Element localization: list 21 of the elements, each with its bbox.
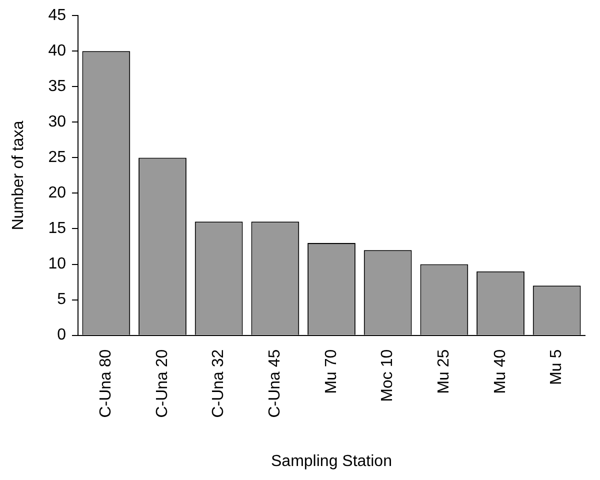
y-tick-label: 15 — [48, 220, 66, 238]
x-tick-label: Mu 40 — [492, 349, 509, 394]
x-tick-label: C-Una 80 — [98, 349, 115, 418]
y-tick-label: 20 — [48, 184, 66, 202]
y-tick-label: 25 — [48, 149, 66, 166]
x-tick-label: Mu 70 — [322, 349, 340, 394]
x-tick-label: Mu 5 — [548, 349, 566, 385]
x-tick-label: C-Una 45 — [266, 349, 284, 418]
y-tick-label: 0 — [57, 326, 66, 344]
x-tick-label: Mu 25 — [436, 349, 453, 394]
y-tick-label: 10 — [48, 256, 66, 273]
y-axis-title: Number of taxa — [10, 120, 28, 230]
x-tick-label: C-Una 20 — [154, 349, 171, 418]
y-tick-label: 5 — [57, 291, 66, 308]
x-axis-title: Sampling Station — [271, 452, 392, 470]
y-tick-label: 40 — [48, 42, 66, 60]
x-tick-label: C-Una 32 — [210, 349, 228, 418]
x-tick-label: Moc 10 — [379, 349, 396, 402]
y-tick-label: 45 — [48, 7, 66, 24]
y-tick-label: 30 — [48, 114, 66, 131]
y-tick-label: 35 — [48, 78, 66, 96]
